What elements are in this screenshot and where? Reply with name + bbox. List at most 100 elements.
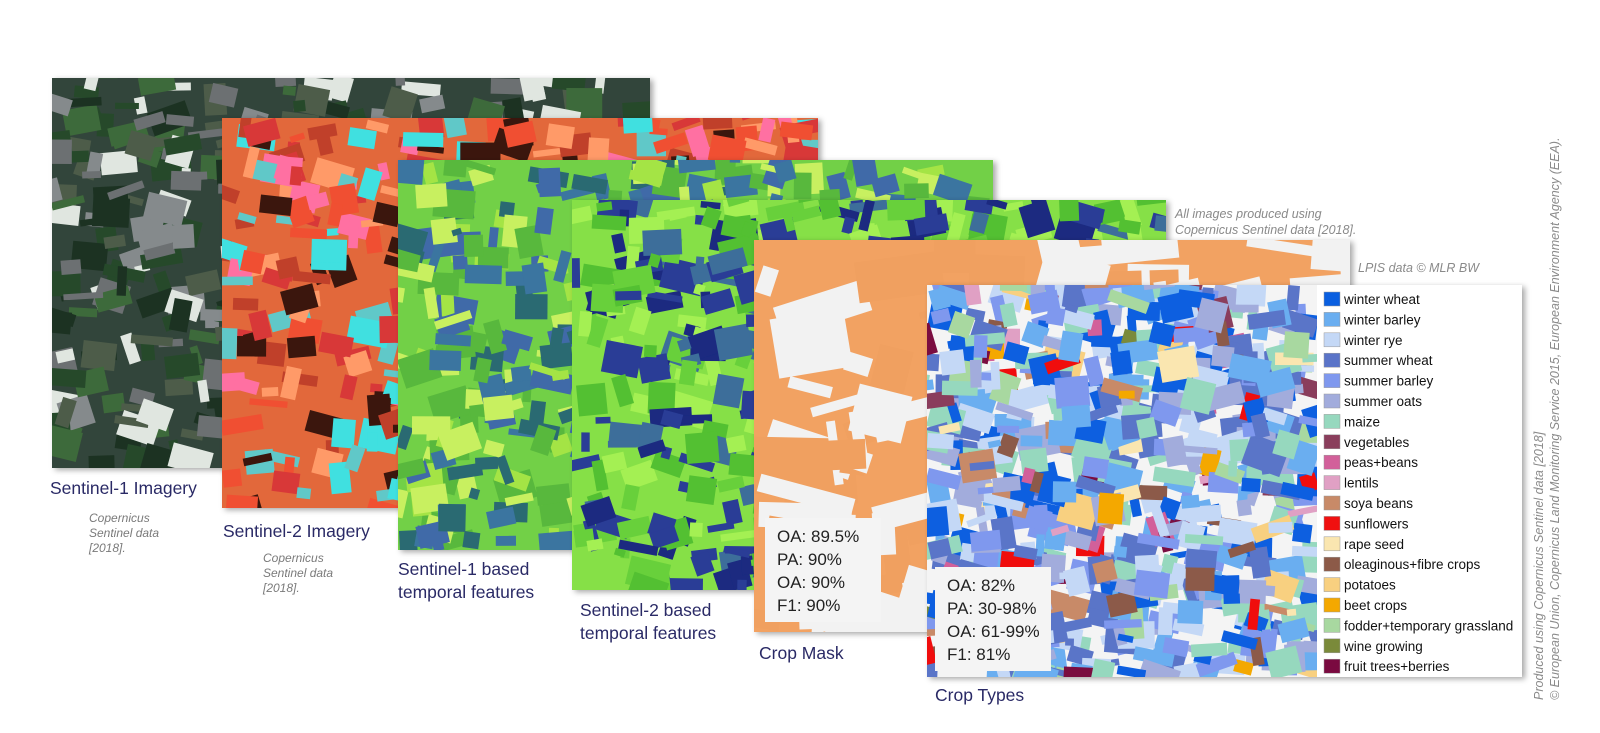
texture-patch — [740, 221, 755, 238]
texture-patch — [242, 146, 260, 179]
texture-patch — [136, 287, 178, 319]
texture-patch — [981, 492, 1024, 512]
texture-patch — [1065, 638, 1074, 646]
texture-patch — [83, 78, 100, 92]
credit: Sentinel data — [89, 526, 159, 540]
texture-patch — [1152, 466, 1196, 488]
texture-patch — [913, 213, 950, 236]
side-note: Produced using Copernicus Sentinel data … — [1532, 431, 1546, 700]
texture-patch — [318, 331, 354, 358]
texture-patch — [700, 288, 736, 315]
texture-patch — [729, 160, 741, 163]
texture-patch — [68, 307, 98, 318]
side-note: © European Union, Copernicus Land Monito… — [1548, 137, 1562, 700]
texture-patch — [1292, 522, 1313, 544]
texture-patch — [1136, 416, 1158, 439]
texture-patch — [675, 414, 713, 425]
texture-patch — [1061, 404, 1092, 429]
texture-patch — [274, 78, 297, 87]
texture-patch — [1180, 494, 1200, 509]
texture-patch — [707, 134, 747, 167]
texture-patch — [886, 200, 926, 221]
texture-patch — [394, 78, 406, 86]
texture-patch — [558, 69, 570, 76]
legend-label: wine growing — [1343, 639, 1423, 654]
texture-patch — [618, 539, 659, 556]
texture-patch — [427, 385, 474, 425]
texture-patch — [1280, 481, 1315, 501]
texture-patch — [793, 172, 812, 200]
legend-label: oleaginous+fibre crops — [1344, 557, 1480, 572]
texture-patch — [464, 264, 502, 285]
texture-patch — [442, 118, 467, 139]
texture-patch — [233, 376, 260, 395]
texture-patch — [600, 340, 643, 379]
texture-patch — [722, 499, 743, 526]
texture-patch — [870, 173, 900, 198]
texture-patch — [510, 365, 532, 383]
texture-patch — [736, 579, 747, 590]
texture-patch — [250, 159, 279, 184]
texture-patch — [501, 329, 533, 352]
texture-patch — [728, 453, 759, 478]
texture-patch — [168, 297, 193, 333]
texture-patch — [933, 240, 976, 273]
texture-patch — [1272, 429, 1301, 460]
texture-patch — [1291, 545, 1317, 558]
texture-patch — [1045, 306, 1066, 327]
texture-patch — [222, 276, 253, 286]
texture-patch — [781, 209, 796, 232]
texture-patch — [292, 270, 331, 285]
texture-patch — [1250, 412, 1271, 439]
texture-patch — [1162, 601, 1181, 615]
texture-patch — [947, 310, 976, 339]
legend-swatch — [1323, 597, 1341, 613]
texture-patch — [685, 475, 718, 506]
texture-patch — [495, 455, 515, 485]
legend-label: winter rye — [1343, 333, 1403, 348]
texture-patch — [242, 452, 273, 467]
texture-patch — [130, 334, 174, 347]
texture-patch — [1054, 375, 1091, 409]
texture-patch — [1184, 533, 1224, 546]
legend-label: lentils — [1344, 476, 1379, 491]
texture-patch — [580, 496, 617, 527]
texture-patch — [637, 439, 667, 459]
texture-patch — [1286, 285, 1301, 311]
caption: Sentinel-2 Imagery — [223, 521, 370, 541]
texture-patch — [327, 78, 355, 103]
texture-patch — [137, 78, 177, 96]
texture-patch — [1188, 504, 1222, 523]
texture-patch — [725, 434, 747, 454]
texture-patch — [296, 487, 312, 500]
texture-patch — [289, 227, 328, 240]
texture-patch — [927, 660, 938, 677]
texture-patch — [1190, 642, 1228, 658]
texture-patch — [854, 250, 946, 304]
texture-patch — [964, 200, 995, 215]
legend-swatch — [1323, 414, 1341, 429]
texture-patch — [163, 133, 203, 156]
texture-patch — [1097, 492, 1125, 525]
texture-patch — [779, 121, 814, 141]
legend-label: soya beans — [1344, 496, 1413, 511]
legend-label: vegetables — [1344, 435, 1410, 450]
texture-patch — [421, 162, 439, 185]
credit: Copernicus — [263, 551, 324, 565]
texture-patch — [769, 307, 853, 379]
texture-patch — [152, 270, 172, 293]
texture-patch — [1287, 503, 1317, 518]
legend-swatch — [1323, 556, 1341, 572]
texture-patch — [483, 319, 508, 355]
texture-patch — [55, 348, 76, 364]
texture-patch — [490, 78, 525, 95]
texture-patch — [1179, 377, 1217, 415]
texture-patch — [773, 160, 797, 184]
texture-patch — [280, 365, 302, 401]
texture-patch — [463, 160, 497, 176]
texture-patch — [242, 118, 281, 147]
texture-patch — [615, 290, 642, 301]
texture-patch — [423, 287, 440, 320]
texture-patch — [1173, 662, 1201, 677]
texture-patch — [969, 460, 995, 471]
